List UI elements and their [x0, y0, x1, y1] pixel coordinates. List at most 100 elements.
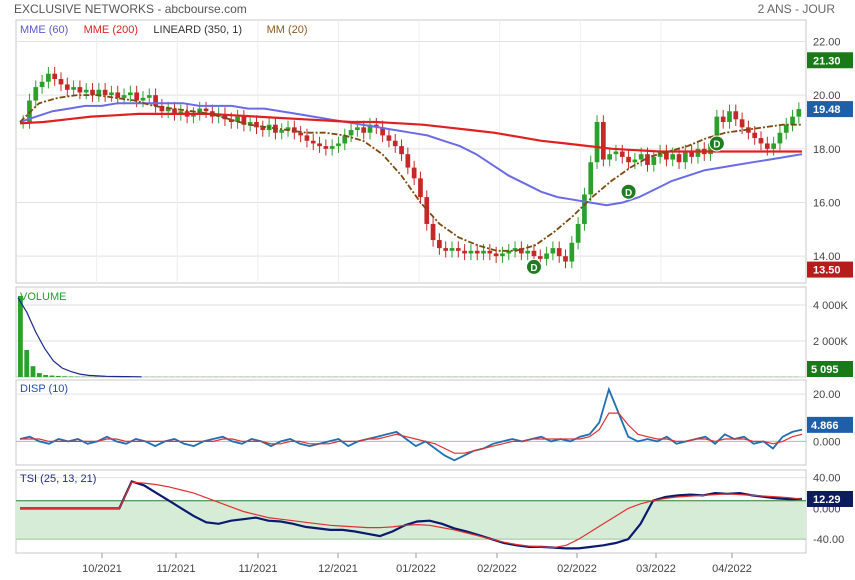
volume-bar [24, 350, 30, 377]
candle-body [355, 127, 360, 131]
candle-body [455, 248, 461, 251]
y-tick-label: 4 000K [813, 300, 849, 312]
candle-body [146, 95, 152, 98]
legend-item: MME (60) [20, 24, 68, 36]
candle-body [474, 250, 480, 254]
tsi-band [16, 500, 806, 540]
candle-body [399, 146, 404, 155]
candle-body [537, 256, 543, 259]
price-tag [807, 52, 853, 69]
candle-body [64, 84, 70, 90]
price-tag [807, 261, 853, 278]
candle-body [348, 130, 354, 136]
y-tick-label: 40.00 [813, 473, 841, 485]
candle-body [569, 242, 575, 262]
legend-item: MM (20) [267, 24, 308, 36]
candle-body [418, 178, 423, 198]
candle-body [582, 194, 587, 224]
dividend-marker-icon [620, 183, 637, 200]
candle-body [323, 146, 329, 149]
series-line-mme-60 [19, 102, 803, 207]
candle-body [493, 253, 499, 257]
candle-body [544, 253, 549, 259]
candle-body [52, 73, 58, 80]
candle-body [462, 250, 467, 254]
volume-bar [62, 376, 67, 377]
tsi-signal-line [20, 481, 803, 549]
panel-frame [15, 286, 807, 378]
candle-body [411, 167, 417, 179]
candle-body [449, 248, 455, 251]
period-selector[interactable]: 2 ANS - JOUR [757, 2, 835, 16]
candle-body [790, 116, 795, 125]
candle-body [727, 111, 732, 122]
x-axis: 10/2021 11/2021 11/2021 12/2021 01/2022 02/20… [82, 553, 752, 575]
candle-body [588, 162, 594, 195]
candle-body [430, 223, 436, 241]
candle-body [563, 256, 568, 262]
candle-body [613, 151, 619, 155]
candle-body [191, 113, 196, 117]
candle-body [159, 105, 165, 112]
candle-body [638, 154, 644, 160]
candle-body [247, 121, 253, 125]
candle-body [739, 119, 745, 128]
dividend-marker-icon [708, 135, 725, 152]
candle-body [695, 148, 701, 157]
volume-bar [36, 373, 42, 377]
candle-body [367, 124, 373, 133]
candle-body [783, 124, 789, 133]
candle-body [487, 250, 493, 254]
dividend-marker-label: D [713, 139, 720, 150]
volume-bar [49, 375, 55, 377]
candle-body [607, 154, 613, 160]
volume-bar [18, 296, 23, 377]
candle-body [670, 154, 676, 160]
x-tick-label: 02/2022 [477, 563, 517, 575]
candle-body [676, 154, 682, 163]
candle-body [102, 89, 108, 96]
candle-body [758, 138, 764, 144]
candle-body [600, 121, 606, 160]
candle-body [310, 140, 316, 144]
price-tag [807, 101, 853, 118]
candle-body [405, 154, 411, 168]
price-tag-label: 19.48 [813, 104, 841, 116]
x-tick-label: 03/2022 [636, 563, 676, 575]
candle-body [235, 116, 240, 122]
candle-body [512, 248, 518, 251]
y-tick-label: 22.00 [813, 36, 841, 48]
candle-body [531, 250, 537, 257]
panel-title: TSI (25, 13, 21) [20, 473, 96, 485]
tsi-line [20, 480, 803, 550]
candle-body [664, 151, 669, 160]
candle-body [222, 113, 228, 120]
candle-body [556, 248, 562, 257]
candle-body [121, 95, 127, 98]
page-title: EXCLUSIVE NETWORKS - abcbourse.com [14, 2, 247, 16]
candle-body [83, 89, 89, 93]
disp-signal-line [20, 412, 803, 454]
value-tag [807, 361, 853, 377]
candle-body [178, 111, 184, 114]
volume-bar [68, 376, 74, 377]
candle-body [96, 89, 102, 96]
candle-body [720, 116, 726, 122]
candle-body [619, 151, 625, 157]
candle-body [58, 79, 64, 85]
candle-body [33, 87, 39, 101]
x-tick-label: 01/2022 [396, 563, 436, 575]
candle-body [575, 223, 581, 243]
candle-body [594, 121, 600, 163]
value-tag [807, 490, 853, 507]
candle-body [115, 92, 121, 98]
panel-frame [15, 379, 807, 466]
candle-body [443, 248, 449, 251]
candle-body [437, 240, 442, 249]
candle-body [291, 127, 297, 133]
candle-body [304, 135, 310, 141]
candle-body [46, 73, 51, 82]
candle-body [506, 250, 512, 254]
x-tick-label: 12/2021 [318, 563, 358, 575]
